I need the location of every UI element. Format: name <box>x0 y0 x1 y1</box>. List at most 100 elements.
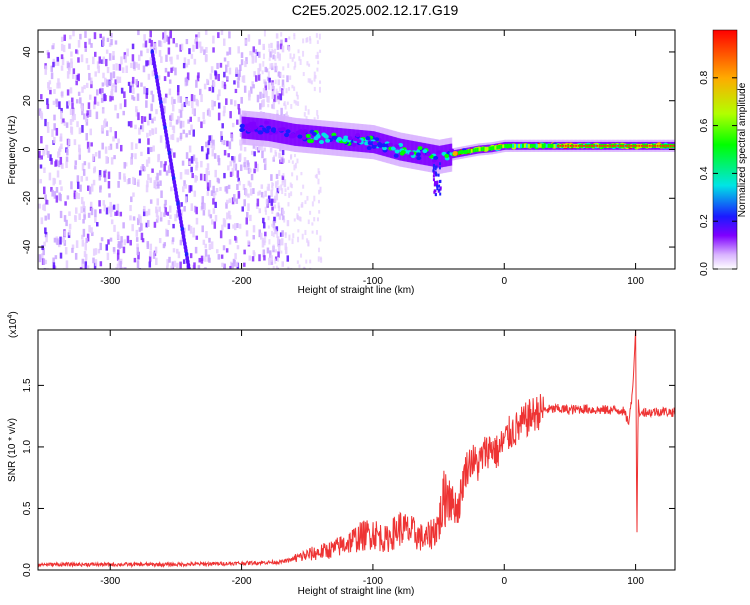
noise-cell <box>205 231 208 239</box>
noise-cell <box>187 119 190 124</box>
noise-cell <box>163 212 166 217</box>
noise-cell <box>231 262 234 269</box>
noise-cell <box>110 88 114 97</box>
noise-cell <box>55 187 59 193</box>
track-core <box>325 138 331 143</box>
noise-cell <box>204 30 208 35</box>
noise-cell <box>111 96 114 101</box>
noise-cell <box>104 146 108 154</box>
noise-cell <box>185 39 189 45</box>
noise-cell <box>186 169 190 175</box>
noise-cell <box>288 192 291 198</box>
noise-cell <box>160 190 163 199</box>
noise-cell <box>140 166 143 172</box>
noise-cell <box>62 236 66 244</box>
noise-cell <box>254 161 257 168</box>
noise-cell <box>275 192 279 201</box>
track-band <box>529 143 532 148</box>
noise-cell <box>296 215 299 221</box>
noise-cell <box>234 163 238 171</box>
noise-cell <box>284 188 287 193</box>
noise-cell <box>252 188 255 194</box>
noise-cell <box>304 267 307 269</box>
noise-cell <box>208 110 212 117</box>
noise-cell <box>114 79 117 85</box>
noise-cell <box>206 148 210 155</box>
noise-cell <box>116 210 119 216</box>
track-peak <box>596 144 599 147</box>
noise-cell <box>193 262 196 269</box>
noise-cell <box>149 30 152 38</box>
noise-cell <box>287 266 290 269</box>
noise-cell <box>147 120 150 126</box>
noise-cell <box>98 88 102 94</box>
noise-cell <box>201 196 204 205</box>
noise-cell <box>273 216 276 222</box>
noise-cell <box>195 162 199 168</box>
noise-cell <box>89 201 93 208</box>
noise-cell <box>149 146 153 153</box>
noise-cell <box>247 34 251 42</box>
track-peak <box>667 144 670 147</box>
noise-cell <box>200 121 203 129</box>
colorbar-tick-label: 0.6 <box>699 118 710 132</box>
noise-cell <box>300 203 303 208</box>
plume-cell <box>439 186 442 190</box>
noise-cell <box>50 186 53 192</box>
noise-cell <box>179 239 183 246</box>
noise-cell <box>170 96 174 105</box>
noise-cell <box>107 239 110 245</box>
track-band <box>508 143 511 148</box>
noise-cell <box>151 168 154 173</box>
noise-cell <box>129 215 132 221</box>
noise-cell <box>117 259 121 266</box>
noise-cell <box>206 109 210 116</box>
track-core <box>415 152 421 157</box>
noise-cell <box>69 119 73 126</box>
noise-cell <box>208 243 212 250</box>
noise-cell <box>38 150 41 158</box>
noise-cell <box>57 78 60 86</box>
track-band <box>488 146 491 151</box>
noise-cell <box>67 62 71 70</box>
noise-cell <box>44 227 47 234</box>
noise-cell <box>116 203 120 211</box>
noise-cell <box>88 94 92 100</box>
noise-cell <box>236 245 240 250</box>
noise-cell <box>206 142 210 149</box>
noise-cell <box>274 195 277 203</box>
noise-cell <box>190 166 193 173</box>
noise-cell <box>70 181 73 190</box>
noise-cell <box>317 168 320 174</box>
noise-cell <box>76 175 80 183</box>
noise-cell <box>185 152 189 159</box>
noise-cell <box>173 99 176 104</box>
noise-cell <box>110 219 114 225</box>
noise-cell <box>185 63 189 68</box>
noise-cell <box>114 85 118 93</box>
noise-cell <box>172 37 176 44</box>
noise-cell <box>60 186 63 191</box>
noise-cell <box>223 84 227 90</box>
noise-cell <box>239 64 242 71</box>
noise-cell <box>221 262 224 267</box>
track-peak <box>604 144 607 147</box>
noise-cell <box>100 97 104 103</box>
noise-cell <box>170 56 173 65</box>
noise-cell <box>48 80 52 85</box>
noise-cell <box>277 100 280 105</box>
noise-cell <box>286 220 290 227</box>
noise-cell <box>293 34 296 40</box>
noise-cell <box>176 115 180 123</box>
noise-cell <box>42 147 46 154</box>
track-peak <box>672 144 675 147</box>
noise-cell <box>167 165 171 174</box>
noise-cell <box>81 239 85 247</box>
noise-cell <box>68 229 71 236</box>
noise-cell <box>105 49 109 54</box>
track-peak <box>562 144 565 147</box>
noise-cell <box>246 211 249 218</box>
noise-cell <box>185 98 188 106</box>
noise-cell <box>219 230 223 239</box>
